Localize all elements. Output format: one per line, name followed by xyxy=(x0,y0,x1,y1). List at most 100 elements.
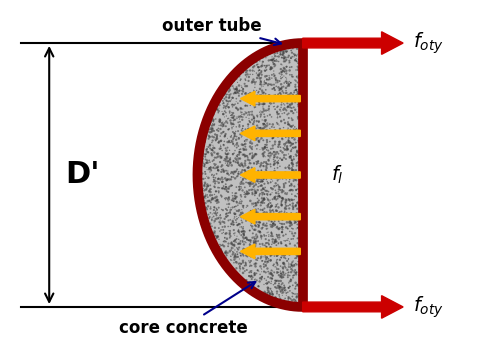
Point xyxy=(223,261,231,267)
Point xyxy=(221,90,229,96)
Point xyxy=(261,270,269,275)
Point xyxy=(240,130,247,136)
Point xyxy=(266,66,274,72)
Point xyxy=(290,127,298,133)
Point xyxy=(217,250,225,256)
Point xyxy=(293,240,301,246)
Point xyxy=(290,263,298,268)
Point xyxy=(236,238,244,244)
Point xyxy=(247,165,255,170)
Point xyxy=(244,180,252,185)
Point xyxy=(286,102,294,108)
Point xyxy=(277,202,285,207)
Point xyxy=(226,98,233,104)
Point xyxy=(232,168,240,174)
Point xyxy=(240,147,248,152)
Point xyxy=(267,203,275,209)
Point xyxy=(289,135,297,140)
Point xyxy=(258,117,265,123)
Point xyxy=(217,248,225,254)
Point xyxy=(295,150,303,155)
Point xyxy=(233,90,240,96)
Point xyxy=(270,251,277,257)
Point xyxy=(271,106,278,112)
Point xyxy=(249,209,257,215)
Point xyxy=(267,82,275,88)
Point xyxy=(215,122,223,128)
Point xyxy=(284,121,292,127)
Point xyxy=(287,105,295,111)
Point xyxy=(295,203,303,208)
Point xyxy=(255,193,263,199)
Text: $f_{oty}$: $f_{oty}$ xyxy=(412,294,443,320)
Point xyxy=(204,194,211,200)
Point xyxy=(281,90,289,96)
Point xyxy=(215,176,222,181)
Point xyxy=(202,151,209,157)
Point xyxy=(219,105,227,111)
Point xyxy=(277,275,285,281)
Point xyxy=(250,119,257,125)
Point xyxy=(262,290,269,296)
Point xyxy=(293,127,300,133)
Point xyxy=(264,289,272,295)
Point xyxy=(210,175,217,181)
Point xyxy=(296,84,303,89)
Point xyxy=(207,230,215,235)
Point xyxy=(256,179,264,184)
Point xyxy=(297,185,305,191)
Point xyxy=(284,164,292,170)
Point xyxy=(205,165,213,170)
Point xyxy=(255,71,263,77)
Point xyxy=(210,218,218,224)
Point xyxy=(227,247,235,253)
Point xyxy=(203,128,211,134)
Point xyxy=(279,107,287,112)
Point xyxy=(202,187,210,192)
Point xyxy=(228,115,236,120)
Point xyxy=(259,106,267,112)
Point xyxy=(227,83,234,89)
Point xyxy=(241,260,249,265)
Point xyxy=(250,227,257,232)
Point xyxy=(240,142,248,147)
Point xyxy=(288,108,296,114)
Point xyxy=(258,61,265,66)
Point xyxy=(266,180,274,185)
Point xyxy=(274,172,282,177)
Point xyxy=(261,213,269,218)
Point xyxy=(235,184,243,190)
Point xyxy=(249,187,256,192)
Point xyxy=(256,81,264,87)
Point xyxy=(295,153,303,159)
Point xyxy=(240,280,248,286)
Point xyxy=(228,112,235,118)
Point xyxy=(253,187,261,193)
Point xyxy=(266,102,274,107)
Point xyxy=(229,122,237,127)
Point xyxy=(284,135,292,141)
Point xyxy=(276,66,284,72)
Point xyxy=(293,225,301,231)
Point xyxy=(237,218,245,223)
Point xyxy=(214,189,222,194)
Point xyxy=(260,78,268,84)
Point xyxy=(274,235,281,240)
Point xyxy=(256,114,264,119)
Point xyxy=(237,194,245,199)
Point xyxy=(286,218,293,224)
Point xyxy=(267,203,275,209)
Point xyxy=(239,226,246,231)
Point xyxy=(269,223,276,229)
Point xyxy=(212,171,220,177)
Point xyxy=(262,142,270,148)
Point xyxy=(217,243,225,248)
Point xyxy=(280,69,288,75)
Point xyxy=(218,119,226,125)
Point xyxy=(265,199,273,205)
Point xyxy=(232,265,240,271)
Point xyxy=(248,226,256,232)
Point xyxy=(252,131,259,136)
Point xyxy=(273,291,280,296)
Point xyxy=(236,105,244,111)
